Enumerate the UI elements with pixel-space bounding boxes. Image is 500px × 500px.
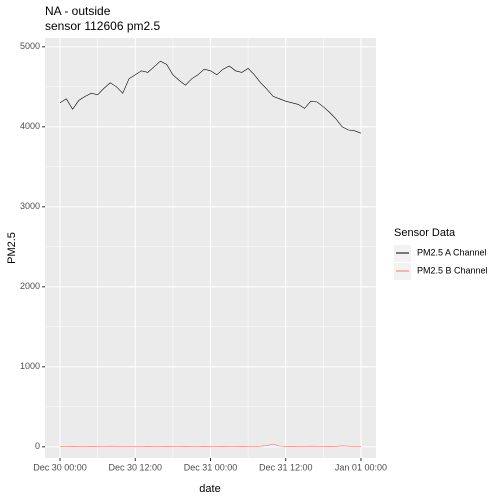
y-tick-label: 5000 (20, 41, 40, 51)
chart-title: NA - outside (45, 4, 111, 18)
series-line (59, 60, 362, 134)
x-tick-label: Dec 31 12:00 (259, 462, 313, 472)
x-tick-label: Dec 30 00:00 (33, 462, 87, 472)
y-tick-label: 0 (35, 441, 40, 451)
legend-title: Sensor Data (394, 227, 456, 239)
series-line (60, 443, 361, 447)
chart-subtitle: sensor 112606 pm2.5 (45, 19, 161, 33)
legend-label: PM2.5 A Channel (417, 247, 487, 257)
legend-label: PM2.5 B Channel (417, 265, 488, 275)
x-tick-label: Jan 01 00:00 (335, 462, 387, 472)
x-axis-label: date (199, 483, 220, 495)
x-tick-label: Dec 30 12:00 (108, 462, 162, 472)
x-tick-label: Dec 31 00:00 (184, 462, 238, 472)
y-axis-label: PM2.5 (6, 232, 18, 264)
y-tick-label: 4000 (20, 121, 40, 131)
y-tick-label: 2000 (20, 281, 40, 291)
y-tick-label: 1000 (20, 361, 40, 371)
y-tick-label: 3000 (20, 201, 40, 211)
